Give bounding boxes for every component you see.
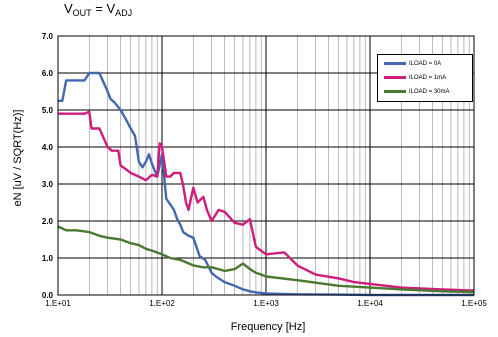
legend-swatch-1ma [384,75,406,79]
legend-item-30ma: ILOAD = 30mA [384,88,450,96]
y-tick-label: 1.0 [42,254,54,263]
y-tick-label: 7.0 [42,32,54,41]
x-tick-label: 1.E+01 [45,299,71,308]
y-axis-label: eN [uV / SQRT(Hz)] [12,109,24,207]
x-axis-label: Frequency [Hz] [230,321,306,333]
y-tick-label: 2.0 [42,217,54,226]
x-tick-labels: 1.E+01 1.E+02 1.E+03 1.E+04 1.E+05 [45,299,487,308]
y-tick-labels: 0.0 1.0 2.0 3.0 4.0 5.0 6.0 7.0 [42,32,54,300]
x-tick-label: 1.E+02 [149,299,175,308]
x-tick-label: 1.E+05 [461,299,487,308]
chart-title: VOUT = VADJ [64,1,133,18]
plot-frame [57,35,475,296]
y-tick-label: 0.0 [42,291,54,300]
legend: ILOAD = 0A ILOAD = 1mA ILOAD = 30mA [377,54,473,102]
y-tick-label: 6.0 [42,69,54,78]
x-tick-label: 1.E+04 [357,299,383,308]
legend-item-1ma: ILOAD = 1mA [384,74,446,82]
series-line-2 [57,225,475,294]
legend-item-0a: ILOAD = 0A [384,60,441,68]
series-line-1 [58,110,475,292]
legend-swatch-0a [384,61,406,65]
y-tick-label: 4.0 [42,143,54,152]
x-tick-label: 1.E+03 [253,299,279,308]
y-tick-label: 5.0 [42,106,54,115]
legend-swatch-30ma [384,89,406,93]
y-tick-label: 3.0 [42,180,54,189]
series-lines [57,71,475,297]
